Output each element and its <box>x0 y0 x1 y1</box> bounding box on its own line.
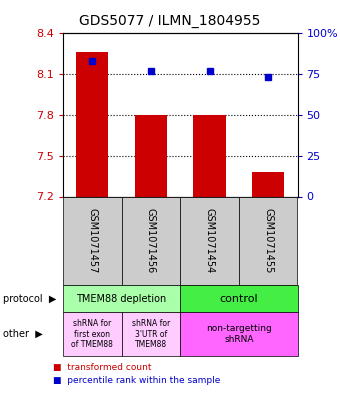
Text: TMEM88 depletion: TMEM88 depletion <box>76 294 167 304</box>
Text: control: control <box>220 294 258 304</box>
Bar <box>135 115 167 196</box>
Text: GSM1071454: GSM1071454 <box>205 208 215 274</box>
Text: GSM1071455: GSM1071455 <box>263 208 273 274</box>
Text: shRNA for
first exon
of TMEM88: shRNA for first exon of TMEM88 <box>71 319 113 349</box>
Text: ■  transformed count: ■ transformed count <box>53 363 151 372</box>
Text: shRNA for
3'UTR of
TMEM88: shRNA for 3'UTR of TMEM88 <box>132 319 170 349</box>
Text: GSM1071456: GSM1071456 <box>146 208 156 274</box>
Text: GDS5077 / ILMN_1804955: GDS5077 / ILMN_1804955 <box>79 14 261 28</box>
Bar <box>76 52 108 196</box>
Text: non-targetting
shRNA: non-targetting shRNA <box>206 324 272 344</box>
Text: other  ▶: other ▶ <box>3 329 43 339</box>
Bar <box>252 172 284 196</box>
Text: ■  percentile rank within the sample: ■ percentile rank within the sample <box>53 376 220 385</box>
Text: GSM1071457: GSM1071457 <box>87 208 97 274</box>
Text: protocol  ▶: protocol ▶ <box>3 294 57 304</box>
Bar <box>193 115 226 196</box>
